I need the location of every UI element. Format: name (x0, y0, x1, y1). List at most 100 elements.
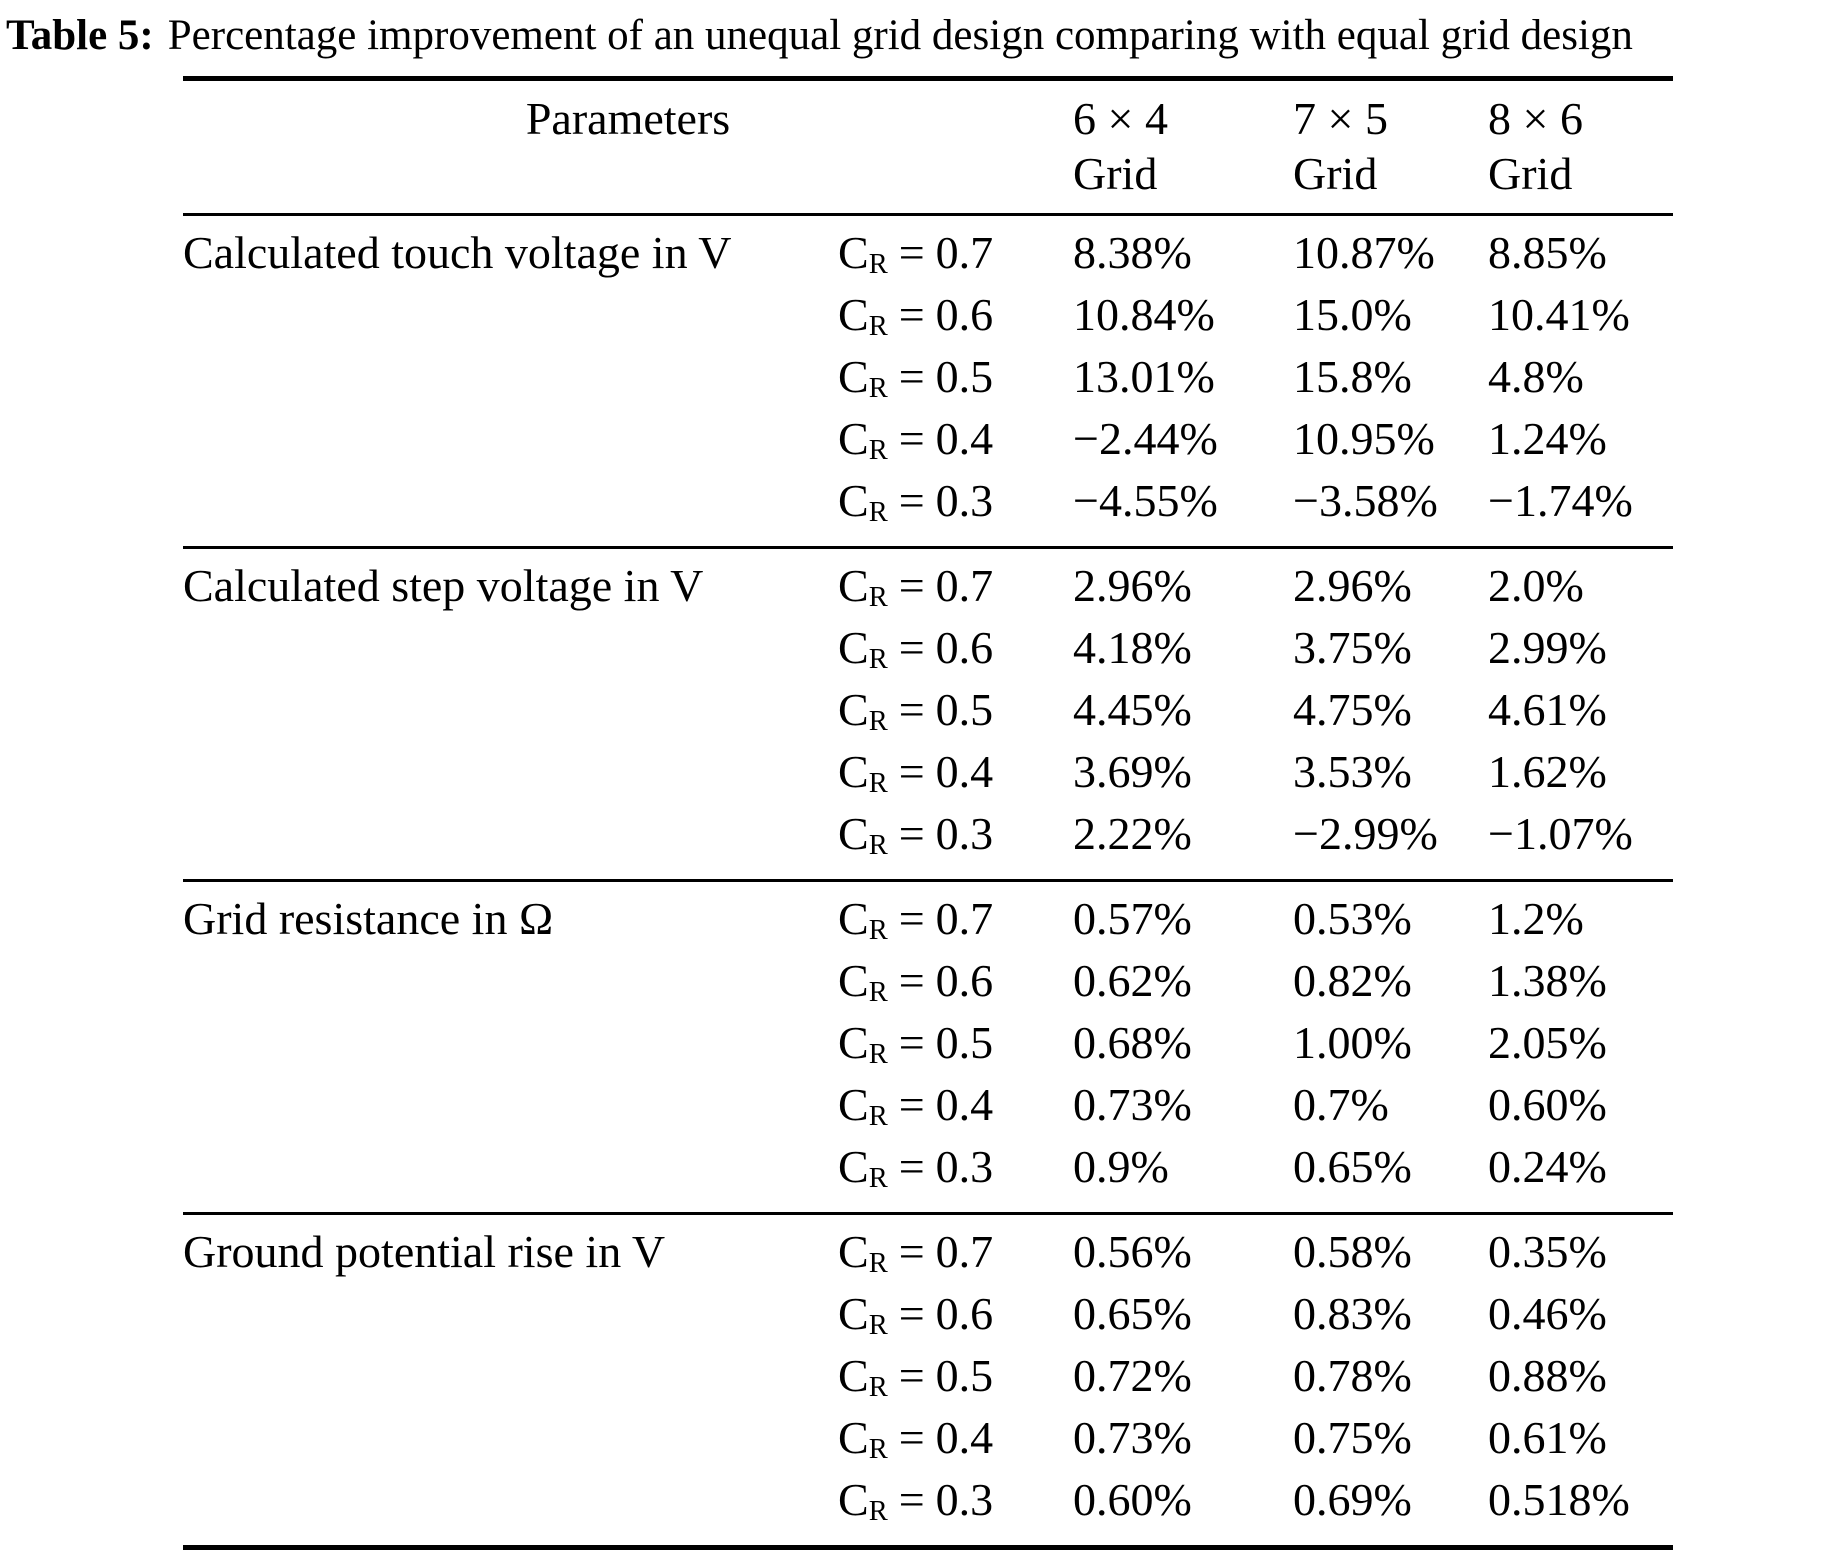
value-cell-8x6: −1.07% (1488, 808, 1633, 859)
cr-cell: CR = 0.3 (838, 803, 1073, 881)
value-cell-8x6: 4.61% (1488, 684, 1607, 735)
table-row: CR = 0.4 3.69% 3.53% 1.62% (183, 741, 1673, 803)
value-cell-6x4: 2.96% (1073, 560, 1192, 611)
cr-symbol: C (838, 351, 869, 402)
cr-cell: CR = 0.4 (838, 408, 1073, 470)
cr-cell: CR = 0.5 (838, 679, 1073, 741)
cr-subscript: R (868, 1163, 888, 1195)
grid-word-8x6: Grid (1488, 148, 1573, 199)
table-row: CR = 0.5 4.45% 4.75% 4.61% (183, 679, 1673, 741)
cr-symbol: C (838, 1474, 869, 1525)
grid-size-8x6: 8 × 6 (1488, 93, 1583, 144)
value-cell-8x6: 0.24% (1488, 1141, 1607, 1192)
cr-subscript: R (868, 435, 888, 467)
equals-sign: = (898, 1079, 925, 1130)
value-cell-7x5: 0.65% (1293, 1141, 1412, 1192)
value-cell-7x5: 10.87% (1293, 227, 1435, 278)
cr-symbol: C (838, 475, 869, 526)
cr-cell: CR = 0.4 (838, 1407, 1073, 1469)
table-row: CR = 0.5 0.68% 1.00% 2.05% (183, 1012, 1673, 1074)
cr-cell: CR = 0.4 (838, 1074, 1073, 1136)
value-cell-8x6: 0.60% (1488, 1079, 1607, 1130)
equals-sign: = (898, 1288, 925, 1339)
cr-symbol: C (838, 227, 869, 278)
value-cell-7x5: 0.7% (1293, 1079, 1389, 1130)
header-row: Parameters 6 × 4 Grid 7 × 5 Grid 8 × 6 G… (183, 79, 1673, 215)
table-header: Parameters 6 × 4 Grid 7 × 5 Grid 8 × 6 G… (183, 79, 1674, 215)
header-grid-6x4: 6 × 4 Grid (1073, 79, 1293, 215)
cr-cell: CR = 0.3 (838, 1469, 1073, 1548)
table-row: CR = 0.3 0.60% 0.69% 0.518% (183, 1469, 1673, 1548)
cr-cell: CR = 0.7 (838, 1214, 1073, 1284)
equals-sign: = (898, 1141, 925, 1192)
cr-value: 0.4 (935, 746, 994, 797)
equals-sign: = (898, 1017, 925, 1068)
cr-subscript: R (868, 1248, 888, 1280)
cr-value: 0.4 (935, 413, 994, 464)
equals-sign: = (898, 955, 925, 1006)
cr-cell: CR = 0.5 (838, 346, 1073, 408)
value-cell-7x5: 3.75% (1293, 622, 1412, 673)
cr-value: 0.7 (935, 227, 994, 278)
equals-sign: = (898, 1474, 925, 1525)
equals-sign: = (898, 289, 925, 340)
cr-symbol: C (838, 1226, 869, 1277)
value-cell-8x6: 1.38% (1488, 955, 1607, 1006)
cr-cell: CR = 0.6 (838, 1283, 1073, 1345)
value-cell-6x4: 0.68% (1073, 1017, 1192, 1068)
value-cell-7x5: 0.83% (1293, 1288, 1412, 1339)
table-row: CR = 0.6 10.84% 15.0% 10.41% (183, 284, 1673, 346)
value-cell-7x5: 0.69% (1293, 1474, 1412, 1525)
cr-value: 0.6 (935, 289, 994, 340)
table-caption-number: Table 5: (6, 12, 154, 59)
cr-symbol: C (838, 955, 869, 1006)
table-caption-text: Percentage improvement of an unequal gri… (167, 12, 1633, 59)
value-cell-7x5: 0.82% (1293, 955, 1412, 1006)
grid-word-7x5: Grid (1293, 148, 1378, 199)
equals-sign: = (898, 684, 925, 735)
parameter-name: Ground potential rise in V (183, 1226, 666, 1277)
cr-cell: CR = 0.7 (838, 215, 1073, 285)
cr-subscript: R (868, 830, 888, 862)
cr-symbol: C (838, 1017, 869, 1068)
value-cell-6x4: 0.56% (1073, 1226, 1192, 1277)
value-cell-6x4: −2.44% (1073, 413, 1218, 464)
value-cell-6x4: 10.84% (1073, 289, 1215, 340)
cr-subscript: R (868, 1434, 888, 1466)
cr-value: 0.7 (935, 1226, 994, 1277)
value-cell-7x5: 1.00% (1293, 1017, 1412, 1068)
equals-sign: = (898, 746, 925, 797)
value-cell-6x4: 0.72% (1073, 1350, 1192, 1401)
value-cell-7x5: 0.58% (1293, 1226, 1412, 1277)
value-cell-6x4: 4.18% (1073, 622, 1192, 673)
cr-symbol: C (838, 1350, 869, 1401)
value-cell-6x4: 3.69% (1073, 746, 1192, 797)
cr-value: 0.3 (935, 808, 994, 859)
equals-sign: = (898, 1350, 925, 1401)
cr-value: 0.4 (935, 1412, 994, 1463)
cr-value: 0.5 (935, 351, 994, 402)
value-cell-6x4: 4.45% (1073, 684, 1192, 735)
value-cell-6x4: 0.73% (1073, 1079, 1192, 1130)
cr-subscript: R (868, 1039, 888, 1071)
table-row: CR = 0.6 4.18% 3.75% 2.99% (183, 617, 1673, 679)
value-cell-7x5: 10.95% (1293, 413, 1435, 464)
value-cell-6x4: −4.55% (1073, 475, 1218, 526)
table-caption: Table 5: Percentage improvement of an une… (6, 8, 1825, 64)
equals-sign: = (898, 475, 925, 526)
cr-value: 0.5 (935, 1017, 994, 1068)
cr-subscript: R (868, 582, 888, 614)
cr-subscript: R (868, 768, 888, 800)
cr-symbol: C (838, 413, 869, 464)
cr-subscript: R (868, 311, 888, 343)
value-cell-7x5: −2.99% (1293, 808, 1438, 859)
value-cell-8x6: 0.35% (1488, 1226, 1607, 1277)
equals-sign: = (898, 808, 925, 859)
header-grid-7x5: 7 × 5 Grid (1293, 79, 1488, 215)
cr-symbol: C (838, 808, 869, 859)
equals-sign: = (898, 1412, 925, 1463)
cr-cell: CR = 0.5 (838, 1345, 1073, 1407)
value-cell-6x4: 8.38% (1073, 227, 1192, 278)
value-cell-8x6: 0.46% (1488, 1288, 1607, 1339)
value-cell-6x4: 0.65% (1073, 1288, 1192, 1339)
